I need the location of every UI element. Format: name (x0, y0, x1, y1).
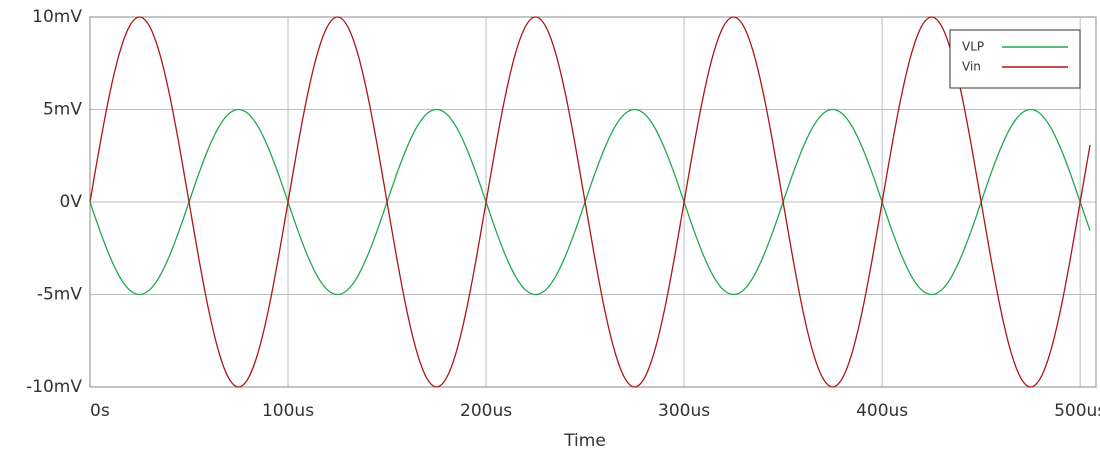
x-tick-label: 0s (90, 401, 110, 421)
legend-label: VLP (962, 40, 984, 54)
y-tick-label: 0V (60, 192, 83, 212)
x-tick-label: 500us (1054, 401, 1100, 421)
legend-label: Vin (962, 60, 981, 74)
x-tick-label: 300us (658, 401, 710, 421)
y-tick-label: 10mV (32, 7, 82, 27)
page: {"chart_data": {"type": "line", "x_label… (0, 0, 1100, 455)
chart: Time -10mV -5mV 0V 5mV 10mV 0s 100us 200us 300us… (0, 0, 1100, 455)
y-tick-label: 5mV (43, 100, 82, 120)
x-tick-label: 400us (856, 401, 908, 421)
y-tick-label: -5mV (37, 285, 83, 305)
x-tick-label: 100us (262, 401, 314, 421)
y-tick-label: -10mV (26, 377, 82, 397)
x-tick-label: 200us (460, 401, 512, 421)
x-axis-label: Time (563, 431, 606, 451)
